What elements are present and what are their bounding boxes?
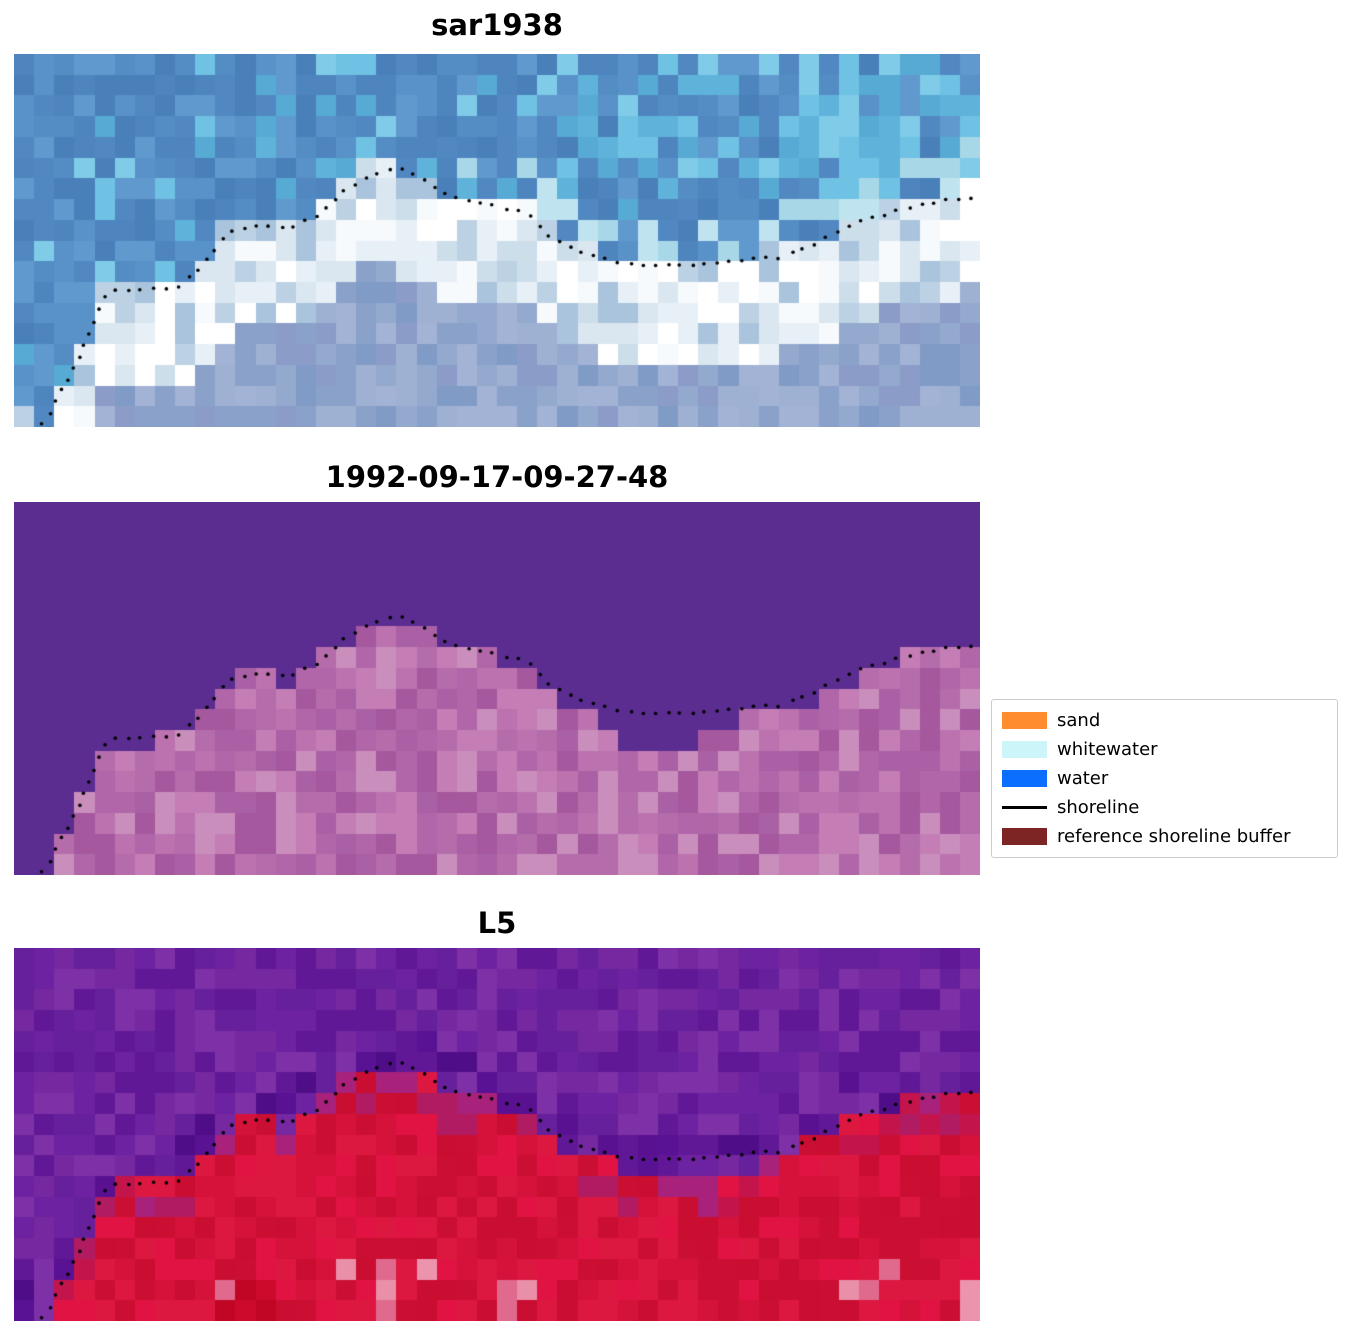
legend-label-reference-buffer: reference shoreline buffer <box>1057 826 1291 847</box>
water-swatch <box>1002 770 1047 787</box>
legend: sand whitewater water shoreline referenc… <box>991 699 1338 858</box>
legend-item-reference-buffer: reference shoreline buffer <box>1002 822 1327 851</box>
sar1938-image <box>14 54 980 427</box>
legend-label-sand: sand <box>1057 710 1101 731</box>
legend-item-shoreline: shoreline <box>1002 793 1327 822</box>
l5-image <box>14 948 980 1321</box>
whitewater-swatch <box>1002 741 1047 758</box>
panel-title-l5: L5 <box>477 906 517 940</box>
panel-title-sar1938: sar1938 <box>431 8 563 42</box>
legend-item-sand: sand <box>1002 706 1327 735</box>
legend-label-shoreline: shoreline <box>1057 797 1140 818</box>
reference-buffer-swatch <box>1002 828 1047 845</box>
legend-label-water: water <box>1057 768 1109 789</box>
legend-item-whitewater: whitewater <box>1002 735 1327 764</box>
classification-image <box>14 502 980 875</box>
panel-title-date: 1992-09-17-09-27-48 <box>325 460 669 494</box>
sand-swatch <box>1002 712 1047 729</box>
shoreline-line-swatch <box>1002 806 1047 809</box>
legend-label-whitewater: whitewater <box>1057 739 1158 760</box>
legend-item-water: water <box>1002 764 1327 793</box>
